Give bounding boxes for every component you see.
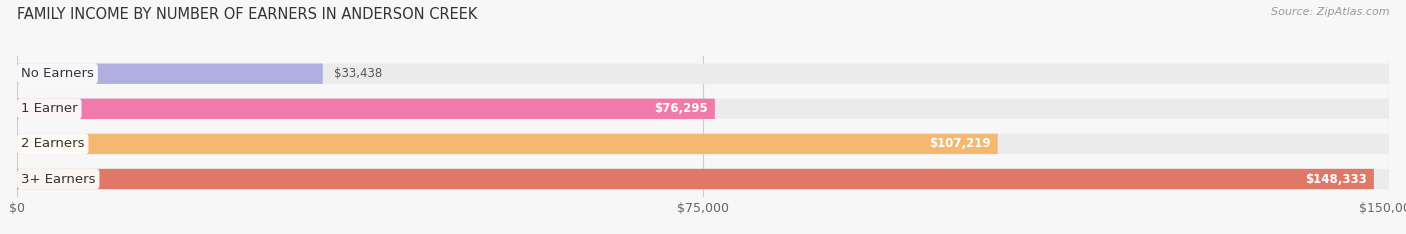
Text: FAMILY INCOME BY NUMBER OF EARNERS IN ANDERSON CREEK: FAMILY INCOME BY NUMBER OF EARNERS IN AN… (17, 7, 477, 22)
Text: $76,295: $76,295 (654, 102, 709, 115)
Text: $107,219: $107,219 (929, 137, 991, 150)
FancyBboxPatch shape (17, 63, 323, 84)
Text: 2 Earners: 2 Earners (21, 137, 84, 150)
Text: $33,438: $33,438 (333, 67, 382, 80)
Text: No Earners: No Earners (21, 67, 94, 80)
FancyBboxPatch shape (17, 99, 714, 119)
Text: 3+ Earners: 3+ Earners (21, 172, 96, 186)
FancyBboxPatch shape (17, 99, 1389, 119)
FancyBboxPatch shape (17, 63, 1389, 84)
Text: $148,333: $148,333 (1305, 172, 1367, 186)
FancyBboxPatch shape (17, 134, 998, 154)
FancyBboxPatch shape (17, 134, 1389, 154)
FancyBboxPatch shape (17, 169, 1374, 189)
Text: 1 Earner: 1 Earner (21, 102, 77, 115)
FancyBboxPatch shape (17, 169, 1389, 189)
Text: Source: ZipAtlas.com: Source: ZipAtlas.com (1271, 7, 1389, 17)
